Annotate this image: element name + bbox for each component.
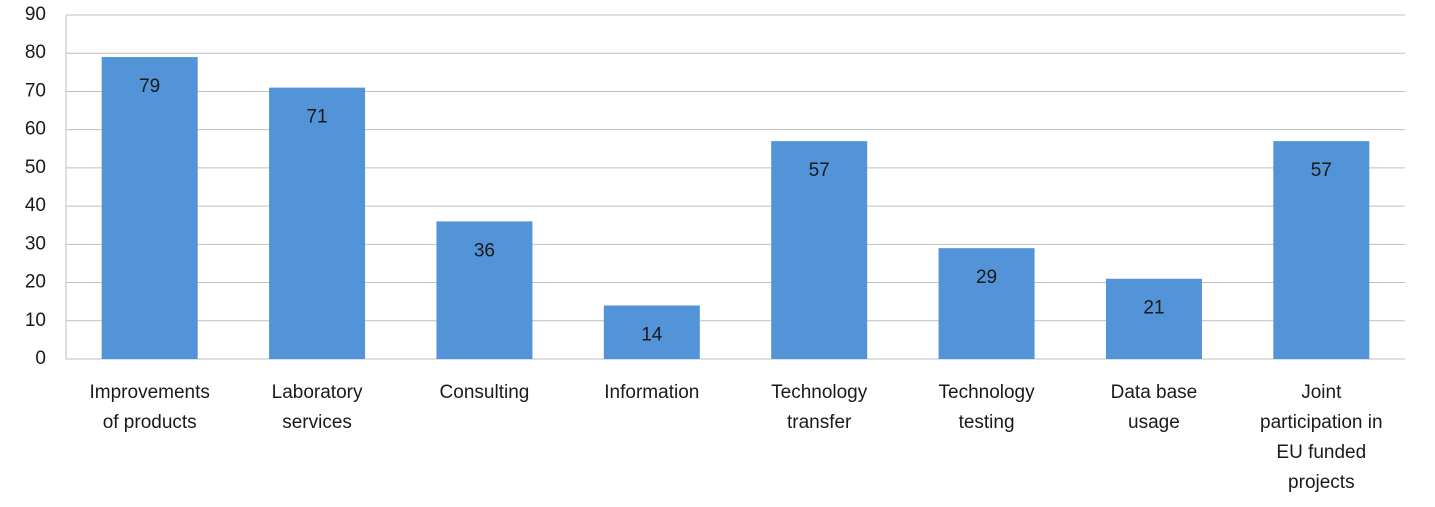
data-label: 29 [976, 267, 997, 288]
y-tick-label: 20 [25, 272, 46, 293]
bar [771, 141, 868, 359]
x-tick-label: Technology transfer [771, 382, 868, 433]
data-label: 79 [139, 76, 160, 97]
y-tick-label: 10 [25, 310, 46, 331]
x-tick-label: Technology testing [938, 382, 1035, 433]
y-tick-label: 50 [25, 157, 46, 178]
y-tick-label: 30 [25, 233, 46, 254]
bar [603, 305, 700, 359]
x-tick-label: Data base usage [1110, 382, 1198, 433]
data-label: 57 [809, 160, 830, 181]
data-label: 71 [306, 107, 327, 128]
x-tick-label: Laboratory services [271, 382, 363, 433]
data-label: 21 [1143, 298, 1164, 319]
data-label: 14 [641, 325, 663, 346]
x-tick-label: Information [604, 382, 700, 403]
y-tick-label: 60 [25, 119, 46, 140]
y-tick-label: 90 [25, 4, 46, 25]
y-tick-label: 80 [25, 42, 46, 63]
x-tick-label: Consulting [439, 382, 530, 403]
bar [938, 248, 1035, 359]
y-tick-label: 40 [25, 195, 46, 216]
bar [1273, 141, 1370, 359]
x-tick-label: Improvements of products [89, 382, 210, 433]
y-tick-label: 0 [35, 348, 46, 369]
x-tick-label: Joint participation in EU funded project… [1260, 382, 1383, 493]
data-label: 36 [474, 240, 495, 261]
bar [436, 221, 533, 359]
bar [269, 87, 366, 359]
y-tick-label: 70 [25, 80, 46, 101]
bar [1105, 278, 1202, 359]
data-label: 57 [1311, 160, 1332, 181]
bar [101, 57, 198, 360]
